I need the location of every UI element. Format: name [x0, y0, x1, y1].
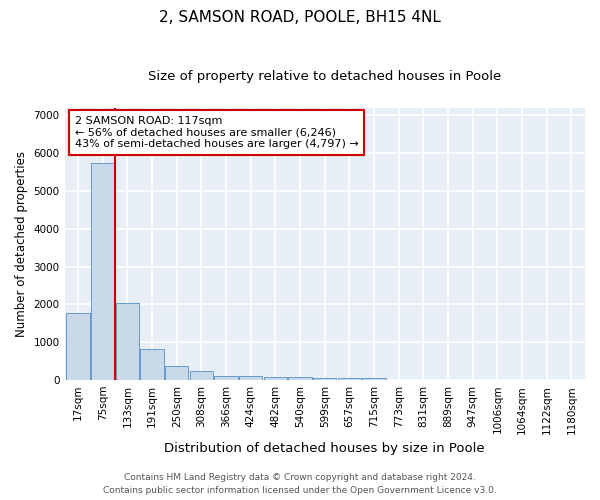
- Bar: [91, 162, 115, 380]
- Text: Contains HM Land Registry data © Crown copyright and database right 2024.
Contai: Contains HM Land Registry data © Crown c…: [103, 474, 497, 495]
- Bar: [313, 378, 337, 380]
- Y-axis label: Number of detached properties: Number of detached properties: [15, 151, 28, 337]
- Bar: [264, 376, 287, 380]
- Bar: [140, 349, 164, 380]
- Bar: [362, 378, 386, 380]
- Bar: [214, 376, 238, 380]
- Bar: [116, 302, 139, 380]
- Text: 2, SAMSON ROAD, POOLE, BH15 4NL: 2, SAMSON ROAD, POOLE, BH15 4NL: [159, 10, 441, 25]
- Title: Size of property relative to detached houses in Poole: Size of property relative to detached ho…: [148, 70, 502, 83]
- Bar: [239, 376, 262, 380]
- Bar: [289, 377, 312, 380]
- Bar: [338, 378, 361, 380]
- Bar: [190, 371, 213, 380]
- X-axis label: Distribution of detached houses by size in Poole: Distribution of detached houses by size …: [164, 442, 485, 455]
- Bar: [67, 314, 90, 380]
- Bar: [165, 366, 188, 380]
- Text: 2 SAMSON ROAD: 117sqm
← 56% of detached houses are smaller (6,246)
43% of semi-d: 2 SAMSON ROAD: 117sqm ← 56% of detached …: [75, 116, 359, 149]
